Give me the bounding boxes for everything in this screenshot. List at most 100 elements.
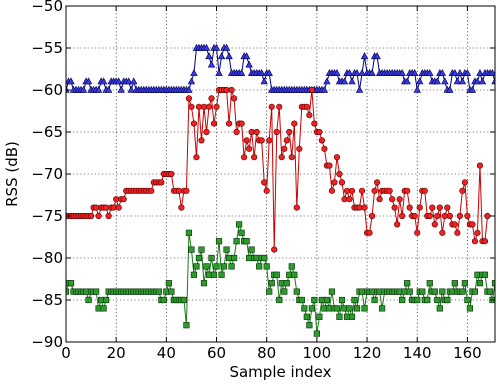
data-point [281, 288, 288, 295]
data-point [117, 85, 125, 93]
data-point [316, 128, 323, 136]
data-point [459, 187, 466, 194]
data-point [464, 212, 471, 220]
data-point [276, 296, 283, 304]
y-tick-label: −65 [31, 123, 63, 141]
y-tick-label: −55 [31, 39, 63, 57]
data-point [456, 68, 464, 76]
data-point [67, 77, 75, 85]
data-point [468, 85, 477, 93]
data-point [399, 296, 406, 304]
data-point [187, 77, 196, 85]
data-point [488, 68, 495, 76]
x-tick-label: 140 [403, 344, 432, 362]
data-point [95, 212, 102, 220]
y-tick-label: −50 [31, 0, 63, 15]
data-point [474, 229, 481, 236]
data-point [260, 77, 268, 85]
data-point [358, 68, 366, 76]
data-point [79, 85, 88, 93]
data-point [212, 43, 221, 51]
data-point [185, 229, 193, 236]
data-point [203, 263, 210, 270]
data-point [461, 179, 468, 186]
data-point [268, 280, 275, 287]
data-point [454, 229, 461, 236]
data-point [336, 313, 343, 320]
data-point [283, 137, 290, 144]
data-point [168, 288, 175, 295]
data-point [200, 280, 208, 287]
data-point [406, 288, 413, 295]
data-point [323, 296, 331, 304]
data-point [195, 254, 203, 262]
data-point [225, 52, 233, 60]
data-point [471, 238, 479, 245]
data-point [303, 313, 310, 320]
data-point [308, 86, 315, 94]
data-point [426, 68, 434, 76]
data-point [180, 296, 188, 304]
data-point [478, 77, 487, 85]
data-point [451, 68, 459, 76]
data-point [205, 52, 213, 60]
data-point [271, 246, 278, 253]
data-point [208, 95, 215, 102]
series-line [66, 89, 488, 250]
data-point [258, 137, 265, 144]
data-point [476, 280, 484, 287]
data-point [434, 212, 441, 220]
data-point [348, 313, 356, 320]
data-point [424, 296, 431, 304]
data-point [360, 52, 369, 60]
data-point [473, 77, 482, 85]
data-point [459, 288, 466, 295]
data-point [220, 263, 228, 270]
data-point [238, 120, 245, 127]
data-point [433, 77, 442, 85]
data-point [223, 246, 230, 253]
data-point [348, 77, 356, 85]
data-point [348, 187, 356, 194]
data-point [379, 305, 386, 312]
data-point [446, 85, 454, 93]
data-point [213, 103, 220, 110]
data-point [228, 263, 235, 270]
data-point [293, 288, 300, 295]
data-point [104, 85, 113, 93]
data-point [230, 95, 238, 102]
axis-ticks [65, 5, 495, 343]
data-point [404, 280, 411, 287]
data-point [338, 296, 346, 304]
data-point [233, 238, 240, 245]
data-point [313, 330, 320, 337]
data-point [376, 196, 383, 203]
series-layer [66, 43, 495, 337]
data-point [320, 85, 329, 93]
y-axis-label: RSS (dB) [3, 141, 21, 207]
data-point [361, 204, 368, 211]
data-point [160, 296, 167, 304]
data-point [276, 103, 283, 110]
data-point [293, 204, 300, 211]
data-point [94, 85, 103, 93]
data-point [431, 288, 438, 295]
data-point [228, 86, 235, 94]
data-point [429, 204, 436, 211]
data-point [481, 238, 489, 245]
data-point [311, 120, 318, 127]
data-point [210, 120, 218, 127]
data-point [286, 128, 293, 136]
data-point [288, 263, 295, 270]
x-tick-label: 60 [207, 344, 226, 362]
data-point [202, 43, 211, 51]
data-point [486, 288, 494, 295]
data-point [451, 280, 458, 287]
data-point [165, 280, 172, 287]
data-point [190, 120, 198, 127]
data-point [394, 221, 401, 228]
y-tick-label: −90 [31, 333, 63, 351]
data-point [87, 212, 95, 220]
data-point [265, 68, 273, 76]
data-point [355, 85, 364, 93]
